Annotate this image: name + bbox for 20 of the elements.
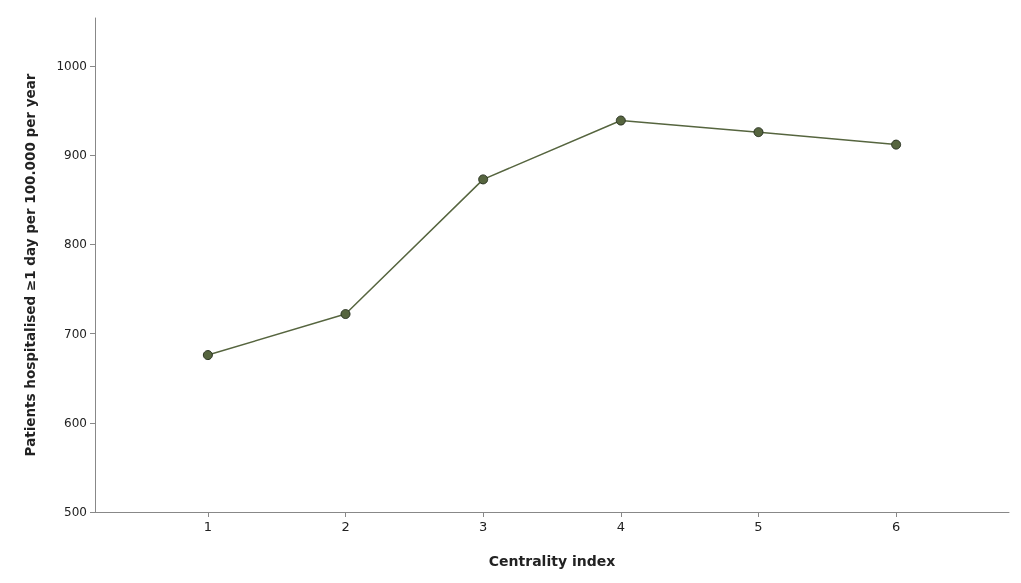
x-tick-label: 2 (341, 519, 350, 534)
x-tick-label: 3 (479, 519, 488, 534)
point (202, 350, 213, 361)
x-tick-label: 1 (203, 519, 213, 534)
y-tick-label: 900 (64, 148, 87, 163)
point (891, 139, 902, 150)
y-tick-label: 1000 (56, 59, 87, 74)
point (615, 115, 626, 126)
x-tick-label: 6 (891, 519, 901, 534)
x-tick-label: 5 (754, 519, 763, 534)
point (340, 309, 351, 320)
y-tick-label: 800 (64, 237, 87, 252)
y-tick-label: 700 (64, 326, 87, 341)
y-tick-label: 500 (64, 505, 87, 519)
point (478, 174, 489, 185)
point (753, 127, 764, 138)
x-tick-label: 4 (616, 519, 625, 534)
y-axis-title: Patients hospitalised ≥1 day per 100.000 per year (22, 73, 38, 457)
y-tick-label: 600 (64, 415, 87, 430)
x-axis-title: Centrality index (488, 553, 616, 569)
